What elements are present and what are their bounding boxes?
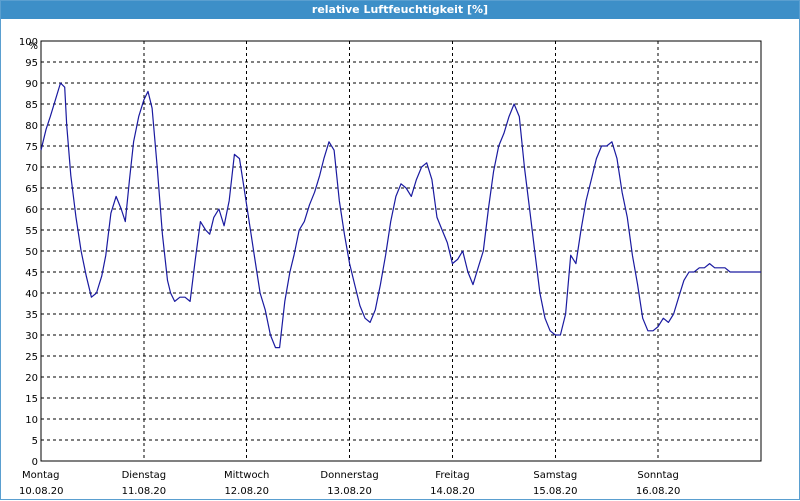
x-tick-date: 10.08.20 xyxy=(19,486,64,497)
y-tick-label: 5 xyxy=(32,436,38,447)
y-tick-label: 20 xyxy=(25,373,38,384)
y-tick-label: 35 xyxy=(25,310,38,321)
y-tick-label: 75 xyxy=(25,142,38,153)
y-tick-label: 25 xyxy=(25,352,38,363)
x-tick-date: 14.08.20 xyxy=(430,486,475,497)
x-tick-day: Sonntag xyxy=(637,470,679,481)
x-tick-date: 11.08.20 xyxy=(122,486,167,497)
y-tick-label: 100 xyxy=(19,37,38,48)
x-tick-day: Dienstag xyxy=(122,470,167,481)
y-tick-label: 70 xyxy=(25,163,38,174)
y-tick-label: 50 xyxy=(25,247,38,258)
x-tick-date: 12.08.20 xyxy=(224,486,269,497)
y-tick-label: 10 xyxy=(25,415,38,426)
y-tick-label: 30 xyxy=(25,331,38,342)
x-tick-day: Mittwoch xyxy=(224,470,269,481)
window-title: relative Luftfeuchtigkeit [%] xyxy=(1,1,799,19)
x-tick-date: 13.08.20 xyxy=(327,486,372,497)
y-tick-label: 60 xyxy=(25,205,38,216)
x-tick-date: 16.08.20 xyxy=(636,486,681,497)
y-tick-label: 15 xyxy=(25,394,38,405)
y-tick-label: 55 xyxy=(25,226,38,237)
x-tick-day: Montag xyxy=(22,470,59,481)
humidity-series-line xyxy=(40,82,761,349)
y-tick-label: 0 xyxy=(32,457,38,468)
x-tick-day: Freitag xyxy=(435,470,469,481)
y-tick-label: 65 xyxy=(25,184,38,195)
x-tick-day: Donnerstag xyxy=(320,470,378,481)
y-tick-label: 95 xyxy=(25,58,38,69)
y-tick-label: 40 xyxy=(25,289,38,300)
y-tick-label: 90 xyxy=(25,79,38,90)
y-tick-label: 80 xyxy=(25,121,38,132)
plot-border xyxy=(40,40,762,462)
y-axis-label: % xyxy=(28,41,38,52)
y-tick-label: 45 xyxy=(25,268,38,279)
y-tick-label: 85 xyxy=(25,100,38,111)
x-tick-date: 15.08.20 xyxy=(533,486,578,497)
x-tick-day: Samstag xyxy=(533,470,577,481)
